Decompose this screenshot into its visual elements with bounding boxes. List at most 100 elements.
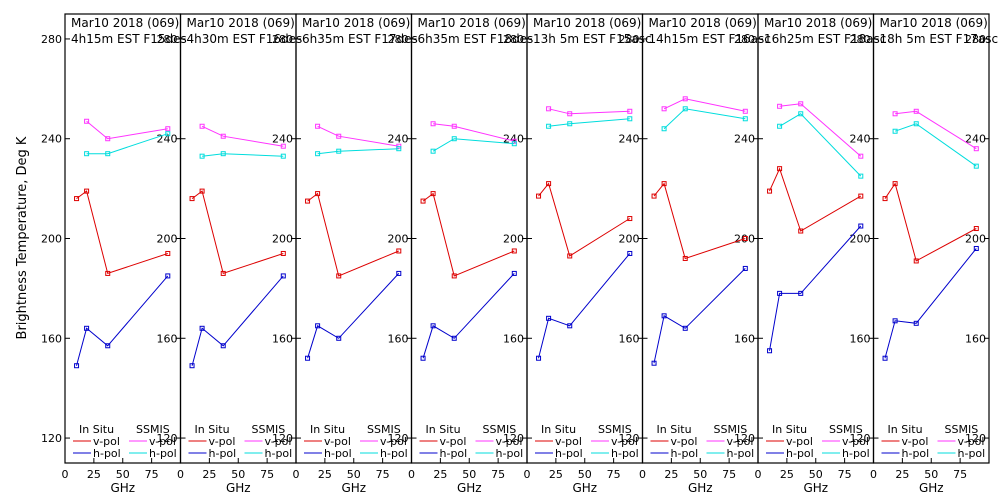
series-line-insitu-vpol — [884, 182, 977, 262]
x-tick-label: 25 — [202, 468, 216, 481]
data-point-insitu-vpol — [305, 198, 311, 204]
data-point-insitu-vpol — [973, 226, 979, 232]
x-tick-label: 0 — [62, 468, 69, 481]
data-point-insitu-hpol — [336, 335, 342, 341]
panel-title-time: 18h 5m EST F17asc — [880, 32, 999, 46]
x-tick-label: 0 — [755, 468, 762, 481]
y-tick-label: 200 — [503, 233, 524, 246]
x-tick-label: 25 — [895, 468, 909, 481]
legend-label-insitu-vpol: v-pol — [786, 435, 813, 448]
data-point-insitu-vpol — [682, 255, 688, 261]
legend-title-in-situ: In Situ — [772, 423, 807, 436]
y-tick-label: 240 — [850, 133, 871, 146]
data-point-insitu-hpol — [913, 320, 919, 326]
data-point-ssmis-hpol — [546, 123, 552, 129]
y-tick-label: 240 — [734, 133, 755, 146]
panel-2: Mar10 2018 (069) 4h30m EST F16des 120 160 20… — [177, 13, 302, 495]
y-tick-label: 200 — [157, 233, 178, 246]
series-line-insitu-hpol — [307, 273, 400, 359]
data-point-insitu-vpol — [777, 166, 783, 172]
data-point-insitu-hpol — [430, 323, 436, 329]
x-tick-label: 25 — [780, 468, 794, 481]
y-tick-label: 200 — [388, 233, 409, 246]
series-line-ssmis-hpol — [202, 153, 284, 157]
data-point-ssmis-hpol — [511, 141, 517, 147]
series-line-ssmis-hpol — [317, 148, 399, 155]
y-tick-label: 280 — [850, 33, 871, 46]
series-line-ssmis-vpol — [663, 98, 746, 112]
data-point-ssmis-hpol — [105, 151, 111, 157]
y-tick-label: 160 — [157, 332, 178, 345]
data-point-insitu-hpol — [546, 315, 552, 321]
data-point-ssmis-hpol — [199, 153, 205, 159]
series-line-insitu-vpol — [538, 182, 631, 257]
legend-label-ssmis-vpol: v-pol — [958, 435, 985, 448]
x-axis-label: GHz — [803, 481, 828, 495]
series-line-ssmis-vpol — [779, 103, 862, 157]
legend-title-in-situ: In Situ — [657, 423, 692, 436]
y-tick-label: 160 — [503, 332, 524, 345]
x-tick-label: 50 — [231, 468, 245, 481]
legend-title-in-situ: In Situ — [888, 423, 923, 436]
data-point-insitu-hpol — [973, 245, 979, 251]
y-tick-label: 280 — [503, 33, 524, 46]
data-point-insitu-hpol — [165, 273, 171, 279]
data-point-ssmis-vpol — [913, 108, 919, 114]
series-line-insitu-vpol — [653, 182, 746, 260]
data-point-insitu-vpol — [220, 270, 226, 276]
legend-label-ssmis-hpol: h-pol — [496, 447, 524, 460]
data-point-ssmis-hpol — [451, 136, 457, 142]
data-point-insitu-hpol — [305, 355, 311, 361]
data-point-insitu-hpol — [858, 223, 864, 229]
data-point-ssmis-vpol — [627, 108, 633, 114]
y-tick-label: 120 — [734, 432, 755, 445]
data-point-ssmis-vpol — [336, 133, 342, 139]
series-line-ssmis-vpol — [548, 108, 630, 115]
data-point-ssmis-hpol — [682, 106, 688, 112]
series-line-ssmis-hpol — [663, 108, 746, 130]
x-axis-label: GHz — [226, 481, 251, 495]
panel-title-date: Mar10 2018 (069) — [302, 16, 410, 30]
legend-label-insitu-hpol: h-pol — [902, 447, 930, 460]
data-point-ssmis-vpol — [858, 153, 864, 159]
y-tick-label-left: 160 — [41, 332, 62, 345]
x-tick-label: 25 — [87, 468, 101, 481]
data-point-ssmis-hpol — [315, 151, 321, 157]
data-point-insitu-vpol — [189, 196, 195, 202]
data-point-insitu-hpol — [767, 348, 773, 354]
panel-title-time: 4h15m EST F15des — [71, 32, 187, 46]
y-tick-label: 240 — [965, 133, 986, 146]
panel-title-date: Mar10 2018 (069) — [187, 16, 295, 30]
x-tick-label: 75 — [491, 468, 505, 481]
series-line-ssmis-hpol — [86, 133, 168, 155]
data-point-ssmis-hpol — [892, 128, 898, 134]
series-line-insitu-hpol — [191, 275, 284, 366]
data-point-ssmis-hpol — [220, 151, 226, 157]
x-tick-label: 75 — [722, 468, 736, 481]
panel-title-time: 14h15m EST F16asc — [649, 32, 771, 46]
data-point-insitu-hpol — [189, 363, 195, 369]
data-point-insitu-vpol — [280, 250, 286, 256]
legend-title-ssmis: SSMIS — [136, 423, 170, 436]
data-point-insitu-hpol — [651, 360, 657, 366]
x-tick-label: 0 — [524, 468, 531, 481]
data-point-ssmis-hpol — [627, 116, 633, 122]
legend-title-in-situ: In Situ — [541, 423, 576, 436]
data-point-insitu-hpol — [661, 313, 667, 319]
data-point-ssmis-vpol — [84, 118, 90, 124]
data-point-ssmis-hpol — [84, 151, 90, 157]
data-point-insitu-hpol — [536, 355, 542, 361]
series-line-ssmis-vpol — [317, 125, 399, 147]
legend-label-ssmis-vpol: v-pol — [265, 435, 292, 448]
data-point-insitu-vpol — [742, 236, 748, 241]
y-tick-label: 160 — [850, 332, 871, 345]
y-tick-label-left: 120 — [41, 432, 62, 445]
data-point-insitu-vpol — [451, 273, 457, 279]
data-point-insitu-hpol — [315, 323, 321, 329]
legend-label-ssmis-hpol: h-pol — [611, 447, 639, 460]
legend-title-in-situ: In Situ — [426, 423, 461, 436]
y-tick-label: 280 — [388, 33, 409, 46]
y-tick-label: 200 — [619, 233, 640, 246]
series-line-ssmis-vpol — [86, 120, 168, 140]
series-line-insitu-hpol — [653, 268, 746, 364]
